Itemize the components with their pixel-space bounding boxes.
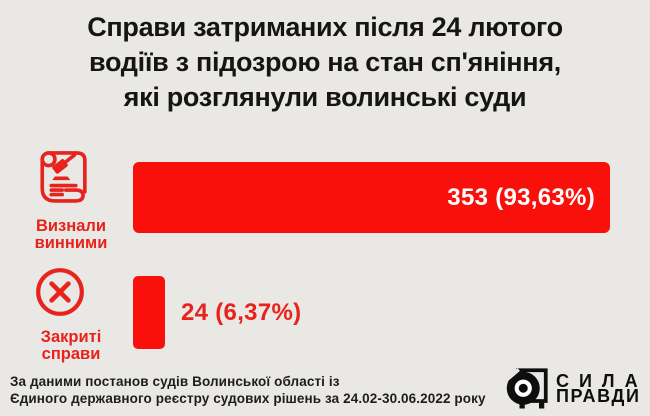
title-line-2: водіїв з підозрою на стан сп'яніння, (89, 47, 561, 77)
chart-title: Справи затриманих після 24 лютого водіїв… (0, 10, 650, 115)
category-label-guilty-line2: винними (34, 234, 108, 252)
bar-guilty: 353 (93,63%) (133, 162, 610, 233)
category-label-closed-line2: справи (41, 345, 101, 363)
bar-value-guilty: 353 (93,63%) (447, 183, 595, 211)
logo-text: СИЛА ПРАВДИ (556, 371, 648, 406)
data-source-line2: Єдиного державного реєстру судових рішен… (10, 390, 486, 406)
title-line-3: які розглянули волинські суди (123, 82, 527, 112)
data-source-line1: За даними постанов судів Волинської обла… (10, 374, 340, 389)
scroll-gavel-icon (35, 145, 93, 217)
publisher-logo: СИЛА ПРАВДИ (506, 368, 648, 410)
bar-value-closed: 24 (6,37%) (181, 298, 302, 326)
logo-text-line2: ПРАВДИ (556, 386, 641, 406)
category-label-guilty-line1: Визнали (35, 217, 107, 235)
title-line-1: Справи затриманих після 24 лютого (87, 12, 563, 42)
logo-text-line1: СИЛА (556, 371, 648, 391)
bar-closed (133, 276, 165, 349)
category-label-closed-line1: Закриті (40, 328, 102, 346)
data-source-note: За даними постанов судів Волинської обла… (10, 374, 486, 407)
category-label-guilty: Визнали винними (13, 218, 129, 252)
category-label-closed: Закриті справи (13, 329, 129, 363)
circle-x-icon (34, 266, 86, 318)
camera-logo-icon (506, 368, 548, 410)
